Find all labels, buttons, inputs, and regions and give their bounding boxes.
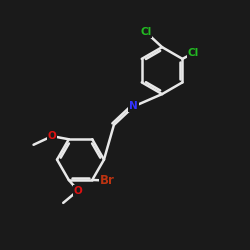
- Text: O: O: [74, 186, 82, 196]
- Text: N: N: [129, 102, 138, 112]
- Text: Br: Br: [100, 174, 115, 187]
- Text: Cl: Cl: [187, 48, 198, 58]
- Text: O: O: [48, 131, 56, 141]
- Text: Cl: Cl: [140, 27, 152, 37]
